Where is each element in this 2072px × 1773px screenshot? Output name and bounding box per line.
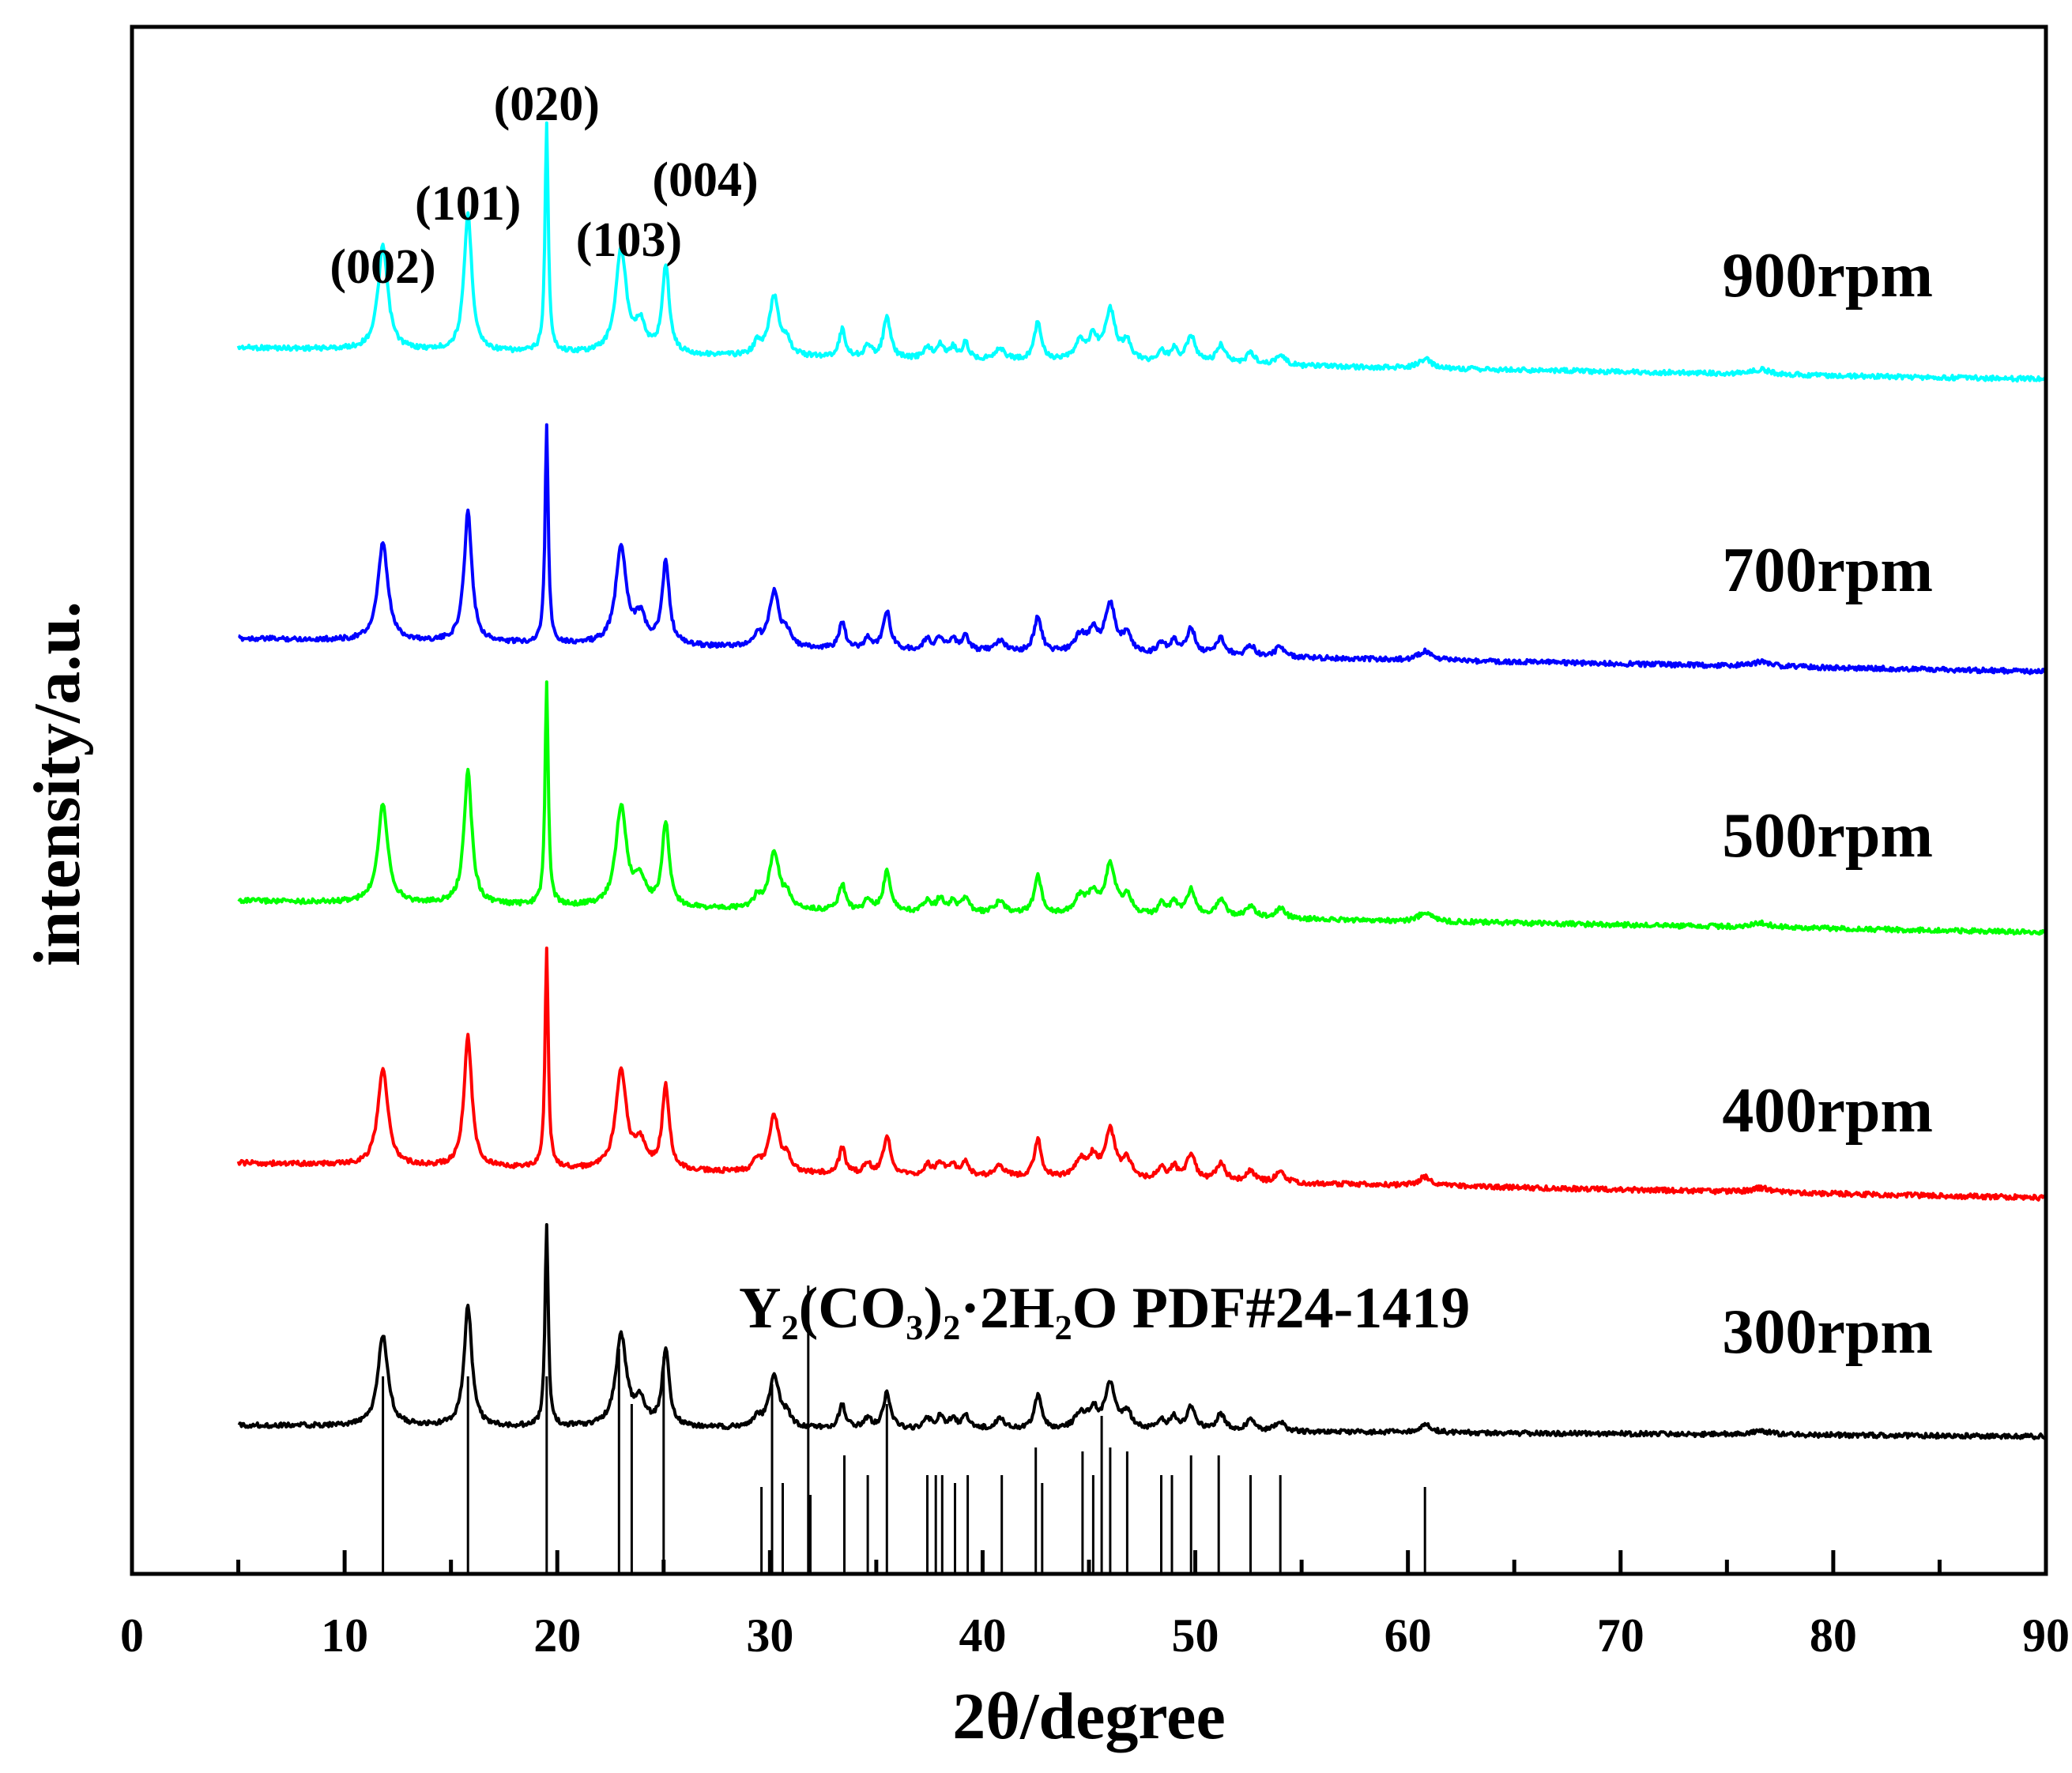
reference-sticks xyxy=(382,1286,1426,1574)
x-axis-ticks xyxy=(130,1550,2048,1574)
peak-annotation: (101) xyxy=(415,177,521,231)
x-tick-label: 0 xyxy=(120,1609,144,1662)
series-line-300rpm xyxy=(237,1223,2047,1440)
x-axis-tick-labels: 0 10 20 30 40 50 60 70 80 90 xyxy=(120,1609,2070,1662)
reference-label: Y₂(CO₃)₂·2H₂O PDF#24-1419 xyxy=(739,1276,1470,1341)
peak-annotations: (002) (101) (020) (103) (004) xyxy=(330,77,758,294)
series-line-400rpm xyxy=(236,947,2048,1202)
peak-annotation: (020) xyxy=(494,77,600,131)
series-labels: 900rpm 700rpm 500rpm 400rpm 300rpm xyxy=(1722,241,1933,1367)
x-tick-label: 10 xyxy=(321,1609,368,1662)
series-line-900rpm xyxy=(236,121,2048,383)
series-label-400rpm: 400rpm xyxy=(1722,1076,1933,1146)
peak-annotation: (103) xyxy=(576,213,682,267)
y-axis-label: intensity/a.u. xyxy=(21,601,94,966)
series-label-500rpm: 500rpm xyxy=(1722,801,1933,871)
x-tick-label: 40 xyxy=(959,1609,1006,1662)
x-tick-label: 90 xyxy=(2022,1609,2070,1662)
series-lines xyxy=(236,121,2048,1440)
series-label-900rpm: 900rpm xyxy=(1722,241,1933,311)
peak-annotation: (004) xyxy=(652,153,758,207)
peak-annotation: (002) xyxy=(330,240,435,294)
series-label-700rpm: 700rpm xyxy=(1722,536,1933,605)
series-line-700rpm xyxy=(237,423,2048,676)
x-tick-label: 60 xyxy=(1384,1609,1432,1662)
x-tick-label: 50 xyxy=(1172,1609,1219,1662)
x-tick-label: 70 xyxy=(1597,1609,1644,1662)
x-tick-label: 20 xyxy=(533,1609,581,1662)
series-label-300rpm: 300rpm xyxy=(1722,1297,1933,1367)
x-tick-label: 80 xyxy=(1810,1609,1857,1662)
series-line-500rpm xyxy=(237,680,2048,936)
x-tick-label: 30 xyxy=(746,1609,793,1662)
x-axis-label: 2θ/degree xyxy=(952,1680,1226,1753)
